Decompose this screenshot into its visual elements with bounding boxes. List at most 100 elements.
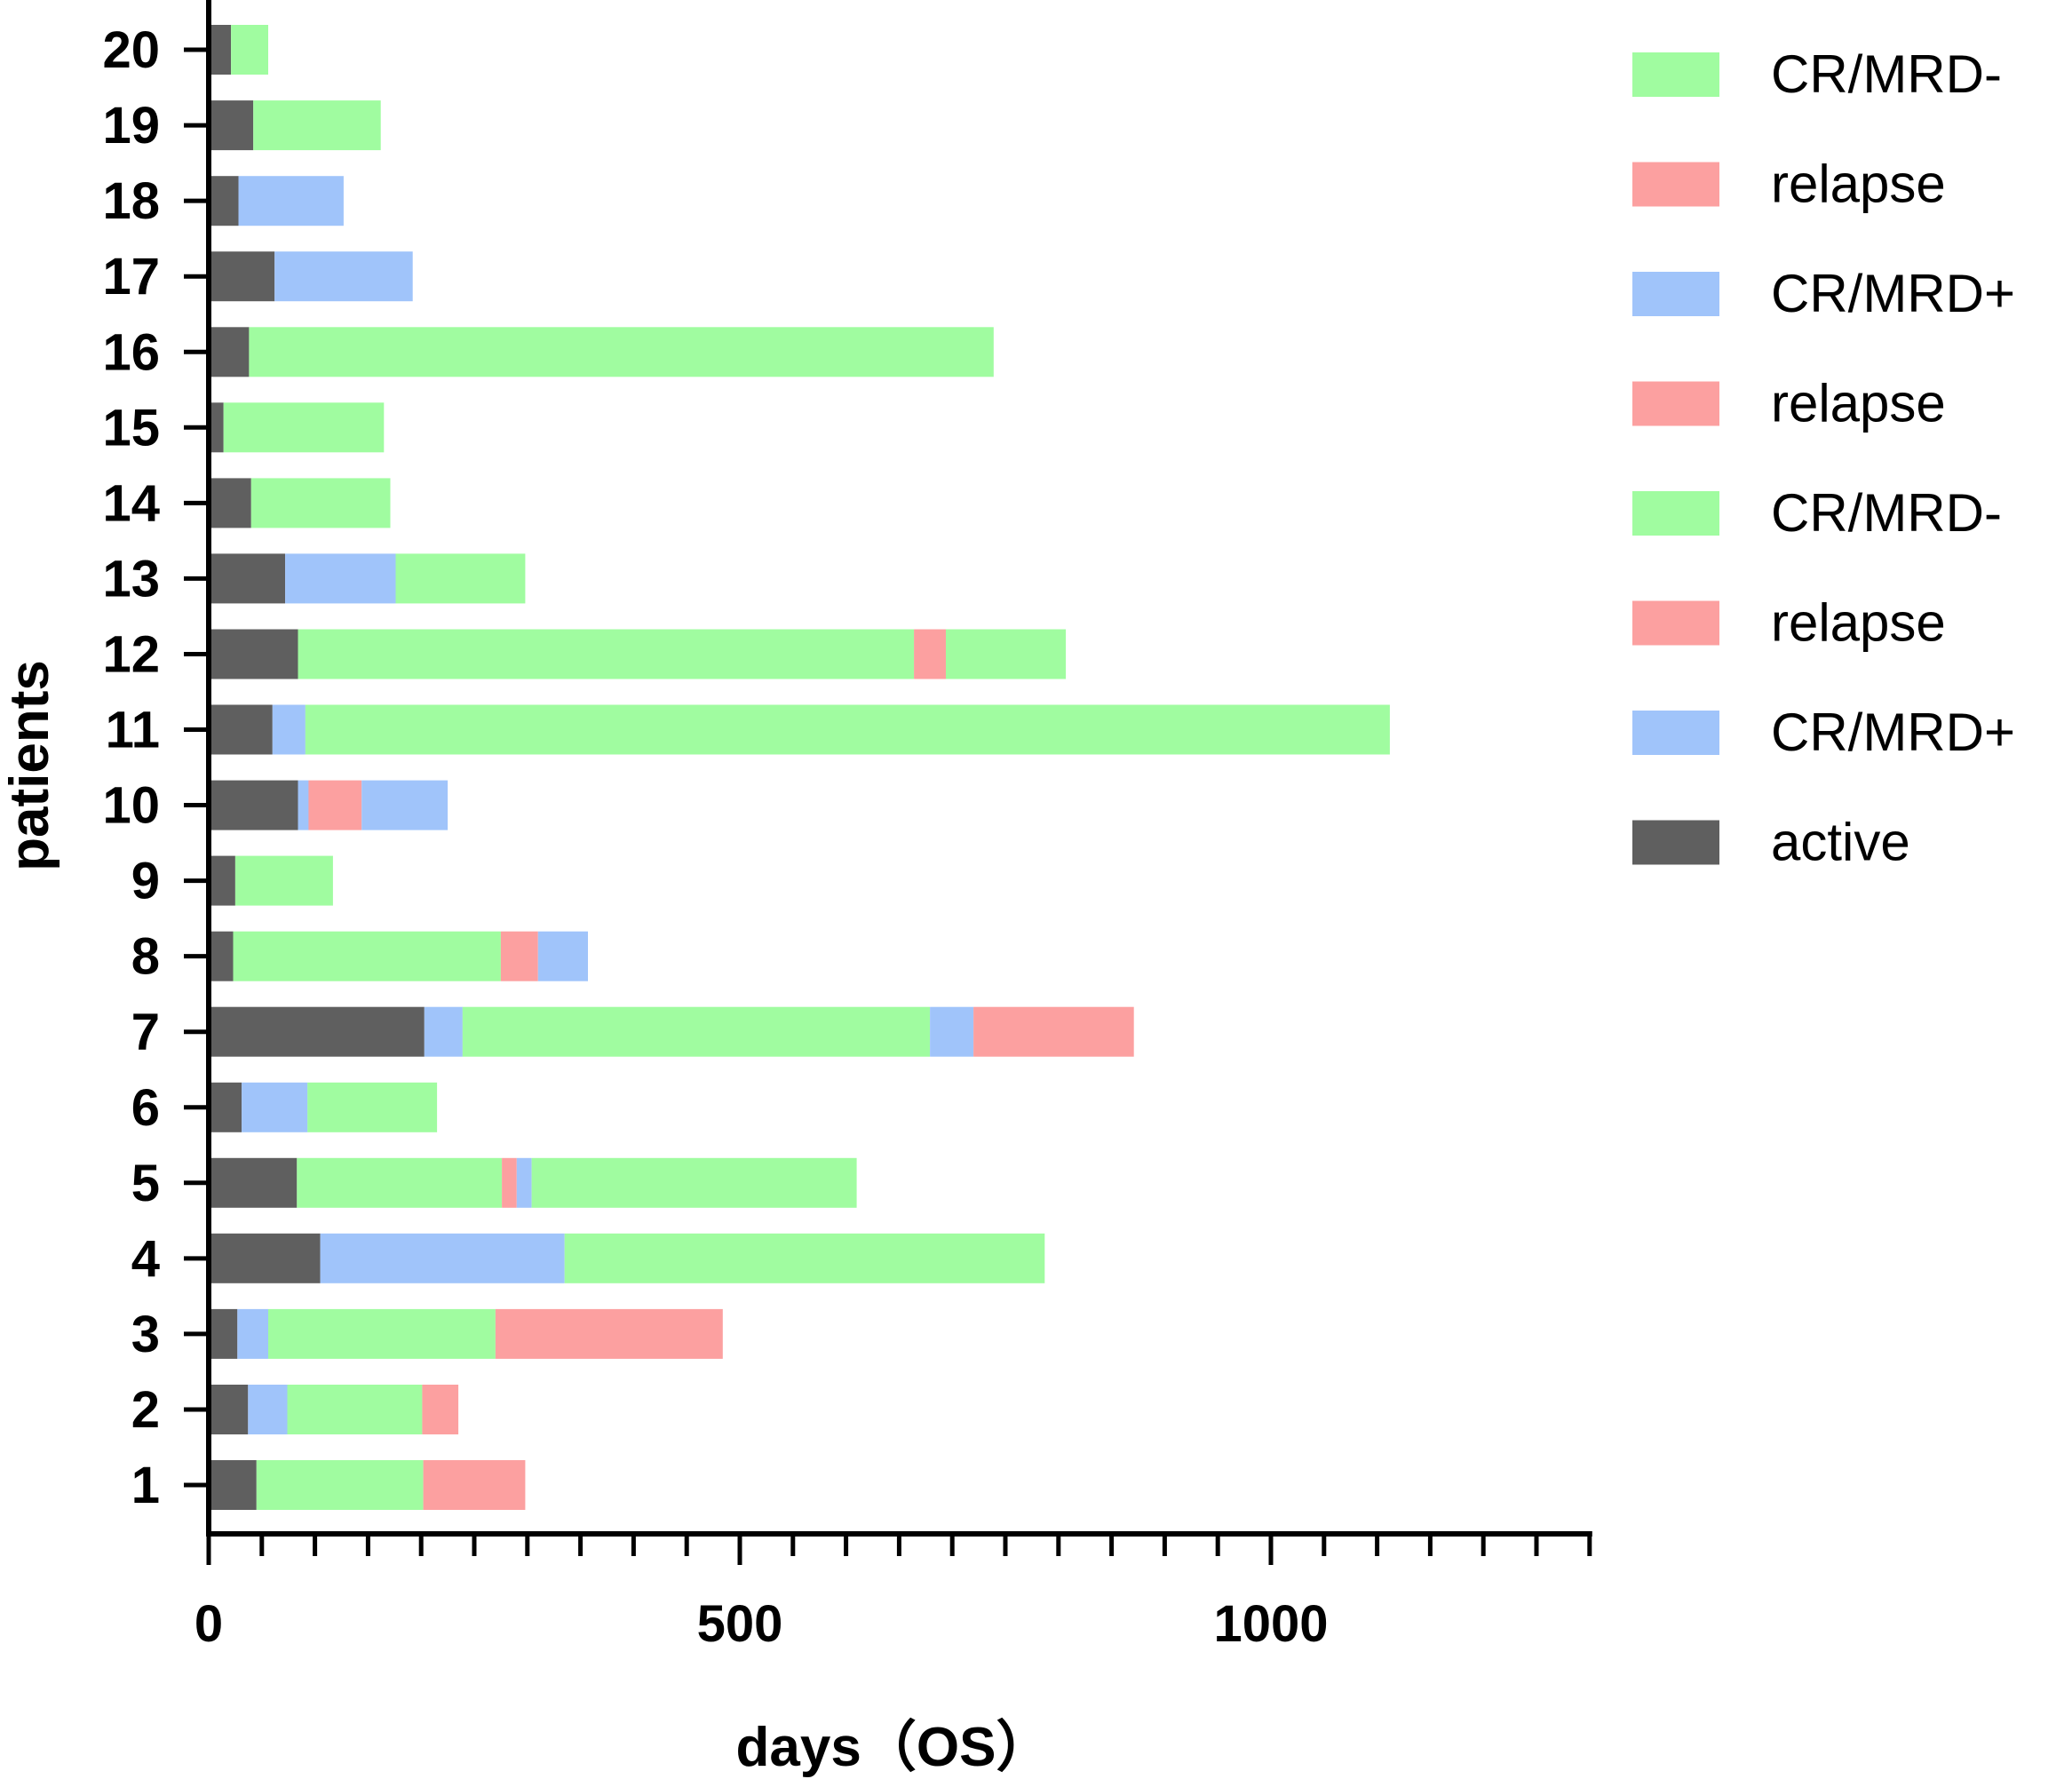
bar-segment-patient-16-active-0 — [209, 327, 250, 377]
y-tick-label-8: 8 — [131, 928, 160, 986]
bar-segment-patient-16-crmrd-2 — [249, 327, 994, 377]
bar-segment-patient-9-crmrd-2 — [234, 855, 333, 906]
bar-segment-patient-7-crmrd-2 — [462, 1006, 930, 1057]
bar-segment-patient-5-crmrd-4 — [516, 1157, 532, 1208]
legend-swatch-4 — [1632, 381, 1719, 426]
bar-segment-patient-19-active-0 — [209, 100, 254, 151]
bar-segment-patient-5-active-0 — [209, 1157, 298, 1208]
y-tick-label-2: 2 — [131, 1381, 160, 1439]
y-tick-label-4: 4 — [131, 1230, 160, 1288]
bar-segment-patient-4-crmrd-2 — [564, 1233, 1045, 1283]
bar-segment-patient-13-crmrd-1 — [285, 553, 396, 604]
bar-segment-patient-2-relapse-3 — [422, 1385, 459, 1434]
bar-segment-patient-2-crmrd-2 — [287, 1385, 423, 1434]
y-tick-label-15: 15 — [102, 399, 160, 457]
bar-segment-patient-17-crmrd-1 — [274, 251, 413, 302]
y-tick-label-5: 5 — [131, 1155, 160, 1212]
y-tick-label-1: 1 — [131, 1457, 160, 1514]
bar-segment-patient-7-crmrd-4 — [930, 1006, 974, 1057]
bar-segment-patient-1-active-0 — [209, 1460, 257, 1510]
bar-segment-patient-10-crmrd-1 — [298, 780, 309, 830]
bar-segment-patient-7-crmrd-1 — [424, 1006, 463, 1057]
bar-segment-patient-8-crmrd-4 — [537, 931, 588, 981]
bar-segment-patient-17-active-0 — [209, 251, 275, 302]
legend-label-7: CR/MRD+ — [1771, 703, 2015, 762]
bar-segment-patient-8-crmrd-2 — [233, 931, 501, 981]
bar-segment-patient-10-active-0 — [209, 780, 298, 830]
bar-segment-patient-2-active-0 — [209, 1385, 249, 1434]
bar-segment-patient-20-crmrd-2 — [231, 25, 268, 75]
y-tick-label-16: 16 — [102, 323, 160, 381]
bar-segment-patient-11-crmrd-2 — [305, 704, 1390, 755]
legend-swatch-6 — [1632, 600, 1719, 646]
y-tick-label-17: 17 — [102, 248, 160, 306]
legend-swatch-1 — [1632, 52, 1719, 97]
bar-segment-patient-11-crmrd-1 — [272, 704, 306, 755]
bar-segment-patient-3-active-0 — [209, 1308, 238, 1359]
y-tick-label-20: 20 — [102, 21, 160, 79]
legend-swatch-5 — [1632, 491, 1719, 536]
bar-segment-patient-13-crmrd-2 — [395, 553, 526, 604]
bar-segment-patient-1-crmrd-2 — [256, 1460, 424, 1510]
bar-segment-patient-2-crmrd-1 — [248, 1385, 288, 1434]
y-tick-label-18: 18 — [102, 172, 160, 230]
bar-segment-patient-3-relapse-3 — [495, 1308, 723, 1359]
x-axis-title: days（OS） — [736, 1716, 1052, 1778]
legend-swatch-2 — [1632, 162, 1719, 207]
legend: CR/MRD-relapse CR/MRD+ relapse CR/MRD-relap… — [1632, 44, 2015, 872]
bar-segment-patient-5-crmrd-5 — [531, 1157, 857, 1208]
x-tick-label-1000: 1000 — [1213, 1595, 1328, 1653]
bar-segment-patient-20-active-0 — [209, 25, 232, 75]
bar-segment-patient-15-crmrd-2 — [223, 402, 385, 453]
labels-layer: days（OS） patients — [0, 660, 1051, 1778]
bar-segment-patient-6-crmrd-2 — [307, 1082, 438, 1132]
y-tick-label-11: 11 — [106, 702, 160, 759]
bar-segment-patient-19-crmrd-2 — [253, 100, 381, 151]
bar-segment-patient-12-crmrd-2 — [298, 629, 915, 679]
legend-label-1: CR/MRD- — [1771, 44, 2002, 104]
bar-segment-patient-12-crmrd-5 — [946, 629, 1067, 679]
bar-segment-patient-5-relapse-3 — [502, 1157, 517, 1208]
bar-segment-patient-3-crmrd-1 — [237, 1308, 268, 1359]
legend-label-6: relapse — [1771, 593, 1946, 653]
legend-label-3: CR/MRD+ — [1771, 264, 2015, 323]
y-tick-label-3: 3 — [131, 1306, 160, 1363]
legend-swatch-3 — [1632, 272, 1719, 316]
bar-segment-patient-1-relapse-3 — [423, 1460, 526, 1510]
bar-segment-patient-12-relapse-3 — [914, 629, 946, 679]
bar-segment-patient-10-relapse-3 — [308, 780, 362, 830]
bar-segment-patient-4-crmrd-1 — [320, 1233, 565, 1283]
x-tick-label-0: 0 — [194, 1595, 223, 1653]
y-tick-label-19: 19 — [102, 97, 160, 155]
legend-label-2: relapse — [1771, 155, 1946, 214]
y-tick-label-13: 13 — [102, 550, 160, 608]
legend-label-5: CR/MRD- — [1771, 483, 2002, 543]
bar-segment-patient-15-active-0 — [209, 402, 224, 453]
y-tick-label-9: 9 — [131, 853, 160, 910]
bar-segment-patient-8-active-0 — [209, 931, 234, 981]
bar-segment-patient-18-crmrd-1 — [238, 176, 344, 226]
y-tick-label-7: 7 — [131, 1004, 160, 1061]
bar-segment-patient-10-crmrd-4 — [361, 780, 449, 830]
bar-segment-patient-7-relapse-6 — [973, 1006, 1134, 1057]
x-tick-label-500: 500 — [697, 1595, 783, 1653]
bar-segment-patient-8-relapse-3 — [500, 931, 538, 981]
bar-segment-patient-3-crmrd-2 — [268, 1308, 496, 1359]
bars-layer — [209, 25, 1390, 1510]
legend-label-8: active — [1771, 813, 1910, 872]
bar-segment-patient-5-crmrd-2 — [297, 1157, 503, 1208]
y-tick-label-14: 14 — [102, 474, 160, 532]
legend-swatch-7 — [1632, 711, 1719, 755]
bar-segment-patient-9-active-0 — [209, 855, 235, 906]
bar-segment-patient-13-active-0 — [209, 553, 286, 604]
legend-label-4: relapse — [1771, 374, 1946, 433]
bar-segment-patient-4-active-0 — [209, 1233, 321, 1283]
legend-swatch-8 — [1632, 820, 1719, 865]
y-tick-label-6: 6 — [131, 1079, 160, 1137]
bar-segment-patient-11-active-0 — [209, 704, 273, 755]
bar-segment-patient-12-active-0 — [209, 629, 298, 679]
bar-segment-patient-14-crmrd-2 — [250, 478, 391, 528]
y-tick-label-10: 10 — [102, 777, 160, 835]
